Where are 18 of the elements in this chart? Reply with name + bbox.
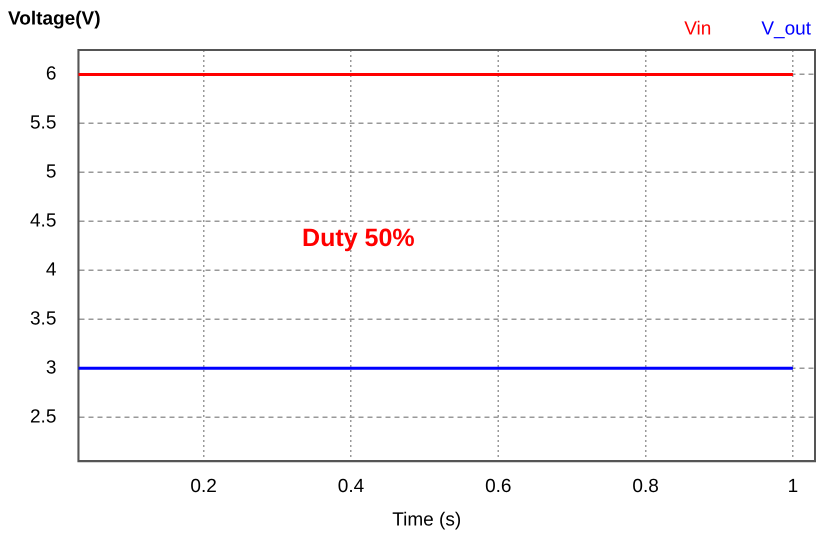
y-tick-label: 4 — [46, 260, 57, 281]
y-tick-label: 3 — [46, 357, 56, 378]
y-tick-label: 3.5 — [30, 308, 56, 330]
y-tick-label: 5.5 — [30, 112, 56, 134]
y-tick-label: 6 — [46, 64, 56, 85]
x-tick-label: 0.4 — [338, 476, 365, 497]
x-tick-label: 0.6 — [485, 476, 512, 497]
annotation: Duty 50% — [302, 224, 415, 252]
y-axis-title: Voltage(V) — [8, 8, 101, 30]
y-tick-label: 4.5 — [30, 210, 56, 232]
y-tick-label: 2.5 — [30, 406, 56, 428]
x-axis-title: Time (s) — [392, 510, 462, 531]
series-label: Vin — [684, 18, 712, 40]
x-tick-label: 0.2 — [190, 476, 217, 497]
y-tick-label: 5 — [46, 162, 56, 183]
text: V_out — [761, 18, 812, 40]
x-tick-label: 1 — [788, 476, 798, 497]
x-tick-label: 0.8 — [632, 476, 659, 497]
